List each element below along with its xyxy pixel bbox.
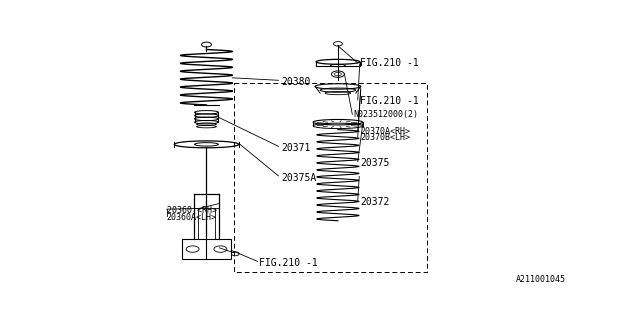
Text: 20371: 20371 <box>281 143 310 153</box>
Text: FIG.210 -1: FIG.210 -1 <box>360 96 419 106</box>
Text: A211001045: A211001045 <box>516 275 566 284</box>
Text: 20370B<LH>: 20370B<LH> <box>360 133 410 142</box>
Text: 20360A<LH>: 20360A<LH> <box>167 213 217 222</box>
Text: N023512000(2): N023512000(2) <box>354 110 419 119</box>
Text: 20370A<RH>: 20370A<RH> <box>360 127 410 136</box>
Text: 20375: 20375 <box>360 158 390 168</box>
Text: FIG.210 -1: FIG.210 -1 <box>360 58 419 68</box>
Text: 20372: 20372 <box>360 196 390 206</box>
Text: 20360 <RH>: 20360 <RH> <box>167 206 217 215</box>
Text: FIG.210 -1: FIG.210 -1 <box>259 258 317 268</box>
Bar <box>182 239 231 259</box>
Text: 20380: 20380 <box>281 76 310 86</box>
Text: 20375A: 20375A <box>281 172 316 183</box>
